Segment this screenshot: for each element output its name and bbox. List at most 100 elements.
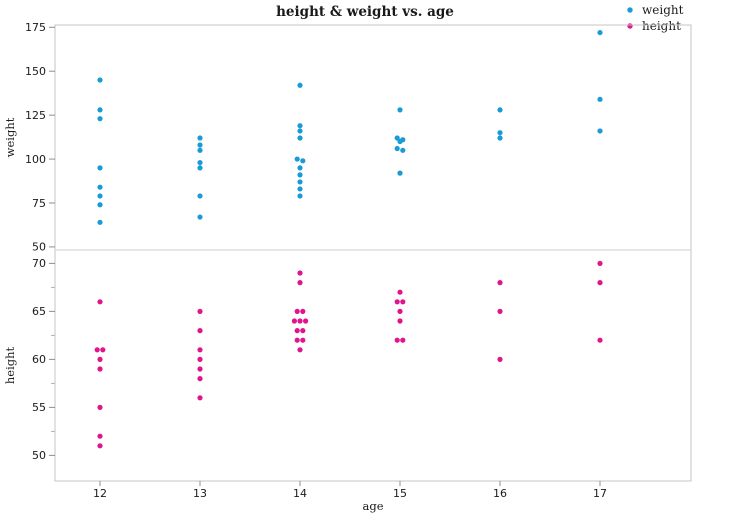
- y-tick-label: 65: [32, 305, 46, 318]
- scatter-dot-height[interactable]: [297, 270, 303, 276]
- scatter-dot-weight[interactable]: [397, 170, 403, 176]
- y-axis-label-height: height: [3, 346, 17, 384]
- scatter-dot-weight[interactable]: [97, 202, 103, 208]
- y-tick-label: 55: [32, 401, 46, 414]
- scatter-dot-weight[interactable]: [297, 172, 303, 178]
- scatter-dot-weight[interactable]: [497, 130, 503, 136]
- scatter-dot-height[interactable]: [297, 347, 303, 353]
- scatter-dot-height[interactable]: [294, 328, 300, 334]
- scatter-dot-weight[interactable]: [400, 147, 406, 153]
- y-tick-label: 175: [25, 21, 46, 34]
- y-tick-label: 100: [25, 153, 46, 166]
- scatter-dot-height[interactable]: [400, 299, 406, 305]
- scatter-dot-height[interactable]: [497, 280, 503, 286]
- scatter-dot-height[interactable]: [97, 366, 103, 372]
- scatter-dot-weight[interactable]: [297, 165, 303, 171]
- scatter-dot-weight[interactable]: [197, 159, 203, 166]
- legend-item-height[interactable]: height: [627, 19, 681, 33]
- x-tick-label: 13: [193, 487, 207, 500]
- scatter-dot-height[interactable]: [397, 289, 403, 295]
- scatter-dot-weight[interactable]: [497, 107, 503, 113]
- x-tick-label: 15: [393, 487, 407, 500]
- scatter-dot-height[interactable]: [97, 433, 103, 439]
- scatter-dot-weight[interactable]: [197, 135, 203, 141]
- y-tick-label: 125: [25, 109, 46, 122]
- scatter-dot-height[interactable]: [291, 318, 297, 324]
- legend-item-label: height: [642, 19, 681, 33]
- scatter-dot-weight[interactable]: [97, 193, 103, 199]
- scatter-dot-height[interactable]: [97, 356, 103, 362]
- x-tick-label: 16: [493, 487, 507, 500]
- scatter-dot-weight[interactable]: [397, 107, 403, 113]
- scatter-dot-height[interactable]: [297, 318, 303, 324]
- scatter-dot-height[interactable]: [100, 347, 106, 353]
- scatter-dot-height[interactable]: [597, 260, 603, 266]
- scatter-dot-weight[interactable]: [597, 96, 603, 102]
- legend: weight height: [627, 3, 684, 33]
- scatter-dot-height[interactable]: [197, 356, 203, 362]
- scatter-dot-height[interactable]: [97, 404, 103, 410]
- scatter-dot-weight[interactable]: [297, 128, 303, 134]
- y-tick-label: 150: [25, 65, 46, 78]
- legend-item-weight[interactable]: weight: [627, 3, 684, 17]
- scatter-dot-weight[interactable]: [597, 29, 603, 36]
- scatter-dot-weight[interactable]: [97, 184, 103, 190]
- scatter-dot-weight[interactable]: [97, 219, 103, 225]
- scatter-dot-weight[interactable]: [597, 128, 603, 134]
- data-points: [94, 29, 603, 449]
- scatter-dot-weight[interactable]: [394, 135, 400, 141]
- scatter-dot-height[interactable]: [197, 366, 203, 372]
- scatter-dot-height[interactable]: [197, 376, 203, 382]
- scatter-dot-height[interactable]: [300, 328, 306, 334]
- scatter-dot-height[interactable]: [197, 308, 203, 314]
- scatter-dot-weight[interactable]: [197, 193, 203, 199]
- scatter-dot-weight[interactable]: [297, 82, 303, 88]
- scatter-dot-height[interactable]: [300, 337, 306, 343]
- x-axis-label: age: [362, 499, 383, 513]
- scatter-dot-weight[interactable]: [294, 156, 300, 162]
- scatter-dot-height[interactable]: [294, 337, 300, 343]
- scatter-dot-weight[interactable]: [297, 186, 303, 192]
- plot-border: [54, 24, 692, 482]
- scatter-dot-weight[interactable]: [297, 179, 303, 185]
- legend-item-label: weight: [642, 3, 684, 17]
- scatter-dot-height[interactable]: [97, 299, 103, 305]
- x-tick-label: 14: [293, 487, 307, 500]
- scatter-dot-height[interactable]: [197, 347, 203, 353]
- scatter-dot-weight[interactable]: [394, 145, 400, 152]
- scatter-dot-height[interactable]: [394, 299, 400, 305]
- scatter-dot-height[interactable]: [294, 308, 300, 314]
- scatter-dot-weight[interactable]: [97, 165, 103, 171]
- scatter-dot-weight[interactable]: [397, 138, 403, 145]
- scatter-dot-weight[interactable]: [97, 107, 103, 113]
- scatter-dot-weight[interactable]: [97, 116, 103, 122]
- legend-swatch-height-icon: [627, 23, 633, 29]
- scatter-dot-weight[interactable]: [197, 142, 203, 148]
- scatter-dot-weight[interactable]: [197, 147, 203, 153]
- scatter-dot-weight[interactable]: [197, 165, 203, 171]
- scatter-dot-weight[interactable]: [297, 193, 303, 199]
- scatter-dot-weight[interactable]: [300, 158, 306, 164]
- scatter-dot-height[interactable]: [497, 308, 503, 314]
- scatter-dot-weight[interactable]: [497, 135, 503, 141]
- scatter-dot-height[interactable]: [597, 337, 603, 343]
- scatter-dot-height[interactable]: [197, 395, 203, 401]
- scatter-dot-height[interactable]: [397, 308, 403, 314]
- scatter-dot-height[interactable]: [303, 318, 309, 324]
- scatter-dot-height[interactable]: [94, 347, 100, 353]
- scatter-dot-height[interactable]: [197, 328, 203, 334]
- scatter-dot-height[interactable]: [394, 337, 400, 343]
- legend-swatch-weight-icon: [627, 7, 633, 13]
- scatter-dot-weight[interactable]: [97, 77, 103, 83]
- y-tick-label: 75: [32, 197, 46, 210]
- scatter-dot-height[interactable]: [497, 356, 503, 362]
- scatter-dot-weight[interactable]: [297, 123, 303, 129]
- scatter-dot-weight[interactable]: [297, 135, 303, 141]
- scatter-dot-height[interactable]: [300, 308, 306, 314]
- scatter-dot-height[interactable]: [397, 318, 403, 324]
- scatter-dot-height[interactable]: [97, 443, 103, 449]
- scatter-dot-height[interactable]: [400, 337, 406, 343]
- scatter-dot-height[interactable]: [297, 280, 303, 286]
- scatter-dot-weight[interactable]: [197, 214, 203, 220]
- scatter-dot-height[interactable]: [597, 280, 603, 286]
